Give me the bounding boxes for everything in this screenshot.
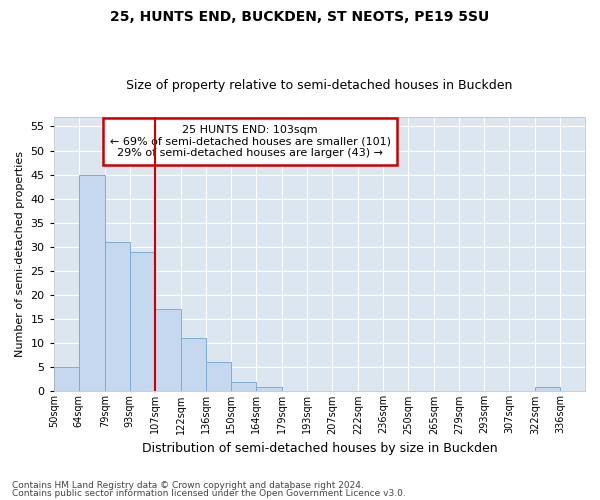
Y-axis label: Number of semi-detached properties: Number of semi-detached properties <box>15 151 25 357</box>
Text: 25, HUNTS END, BUCKDEN, ST NEOTS, PE19 5SU: 25, HUNTS END, BUCKDEN, ST NEOTS, PE19 5… <box>110 10 490 24</box>
Bar <box>256 386 282 392</box>
Text: Contains public sector information licensed under the Open Government Licence v3: Contains public sector information licen… <box>12 488 406 498</box>
Bar <box>181 338 206 392</box>
X-axis label: Distribution of semi-detached houses by size in Buckden: Distribution of semi-detached houses by … <box>142 442 497 455</box>
Bar <box>535 386 560 392</box>
Text: Contains HM Land Registry data © Crown copyright and database right 2024.: Contains HM Land Registry data © Crown c… <box>12 481 364 490</box>
Bar <box>155 310 181 392</box>
Bar <box>130 252 155 392</box>
Bar <box>54 368 79 392</box>
Bar <box>105 242 130 392</box>
Bar <box>206 362 231 392</box>
Bar <box>231 382 256 392</box>
Title: Size of property relative to semi-detached houses in Buckden: Size of property relative to semi-detach… <box>126 79 512 92</box>
Bar <box>79 174 105 392</box>
Text: 25 HUNTS END: 103sqm
← 69% of semi-detached houses are smaller (101)
29% of semi: 25 HUNTS END: 103sqm ← 69% of semi-detac… <box>110 125 391 158</box>
